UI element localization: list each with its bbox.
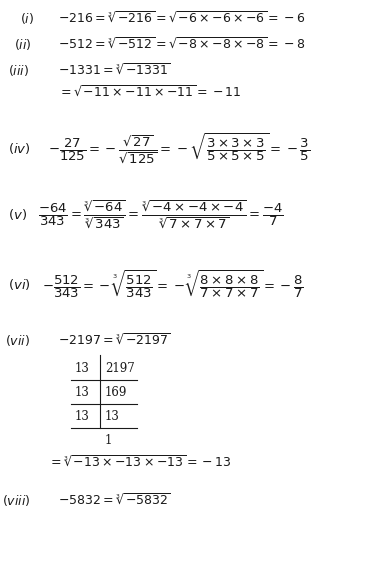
Text: 13: 13 xyxy=(75,409,90,422)
Text: $(iv)$: $(iv)$ xyxy=(8,140,31,156)
Text: 1: 1 xyxy=(105,434,112,447)
Text: $(iii)$: $(iii)$ xyxy=(8,62,29,78)
Text: $-\dfrac{512}{343} = -\sqrt[3]{\dfrac{512}{343}} = -\sqrt[3]{\dfrac{8\times8\tim: $-\dfrac{512}{343} = -\sqrt[3]{\dfrac{51… xyxy=(42,269,304,301)
Text: 2197: 2197 xyxy=(105,362,135,375)
Text: 13: 13 xyxy=(75,385,90,398)
Text: $\dfrac{-64}{343} = \dfrac{\sqrt[3]{-64}}{\sqrt[3]{343}} = \dfrac{\sqrt[3]{-4\ti: $\dfrac{-64}{343} = \dfrac{\sqrt[3]{-64}… xyxy=(38,199,284,231)
Text: $(viii)$: $(viii)$ xyxy=(2,492,30,508)
Text: $-5832 = \sqrt[3]{-5832}$: $-5832 = \sqrt[3]{-5832}$ xyxy=(58,492,171,508)
Text: $(v)$: $(v)$ xyxy=(8,208,27,222)
Text: $-512 = \sqrt[3]{-512} = \sqrt{-8\times{-8}\times{-8}} = -8$: $-512 = \sqrt[3]{-512} = \sqrt{-8\times{… xyxy=(58,36,305,52)
Text: 13: 13 xyxy=(105,409,120,422)
Text: $(vi)$: $(vi)$ xyxy=(8,277,31,293)
Text: $-1331 = \sqrt[3]{-1331}$: $-1331 = \sqrt[3]{-1331}$ xyxy=(58,62,171,78)
Text: $-2197 = \sqrt[3]{-2197}$: $-2197 = \sqrt[3]{-2197}$ xyxy=(58,332,171,348)
Text: $= \sqrt{-11\times{-11}\times{-11}} = -11$: $= \sqrt{-11\times{-11}\times{-11}} = -1… xyxy=(58,84,242,100)
Text: $-216 = \sqrt[3]{-216} = \sqrt{-6\times{-6}\times{-6}} = -6$: $-216 = \sqrt[3]{-216} = \sqrt{-6\times{… xyxy=(58,10,305,25)
Text: $(ii)$: $(ii)$ xyxy=(14,36,31,52)
Text: $-\dfrac{27}{125} = -\dfrac{\sqrt{27}}{\sqrt{125}} = -\sqrt{\dfrac{3\times3\time: $-\dfrac{27}{125} = -\dfrac{\sqrt{27}}{\… xyxy=(48,131,310,165)
Text: $(vii)$: $(vii)$ xyxy=(5,332,30,348)
Text: 13: 13 xyxy=(75,362,90,375)
Text: $(i)$: $(i)$ xyxy=(20,11,34,25)
Text: $= \sqrt[3]{-13\times{-13}\times{-13}} = -13$: $= \sqrt[3]{-13\times{-13}\times{-13}} =… xyxy=(48,454,232,470)
Text: 169: 169 xyxy=(105,385,127,398)
